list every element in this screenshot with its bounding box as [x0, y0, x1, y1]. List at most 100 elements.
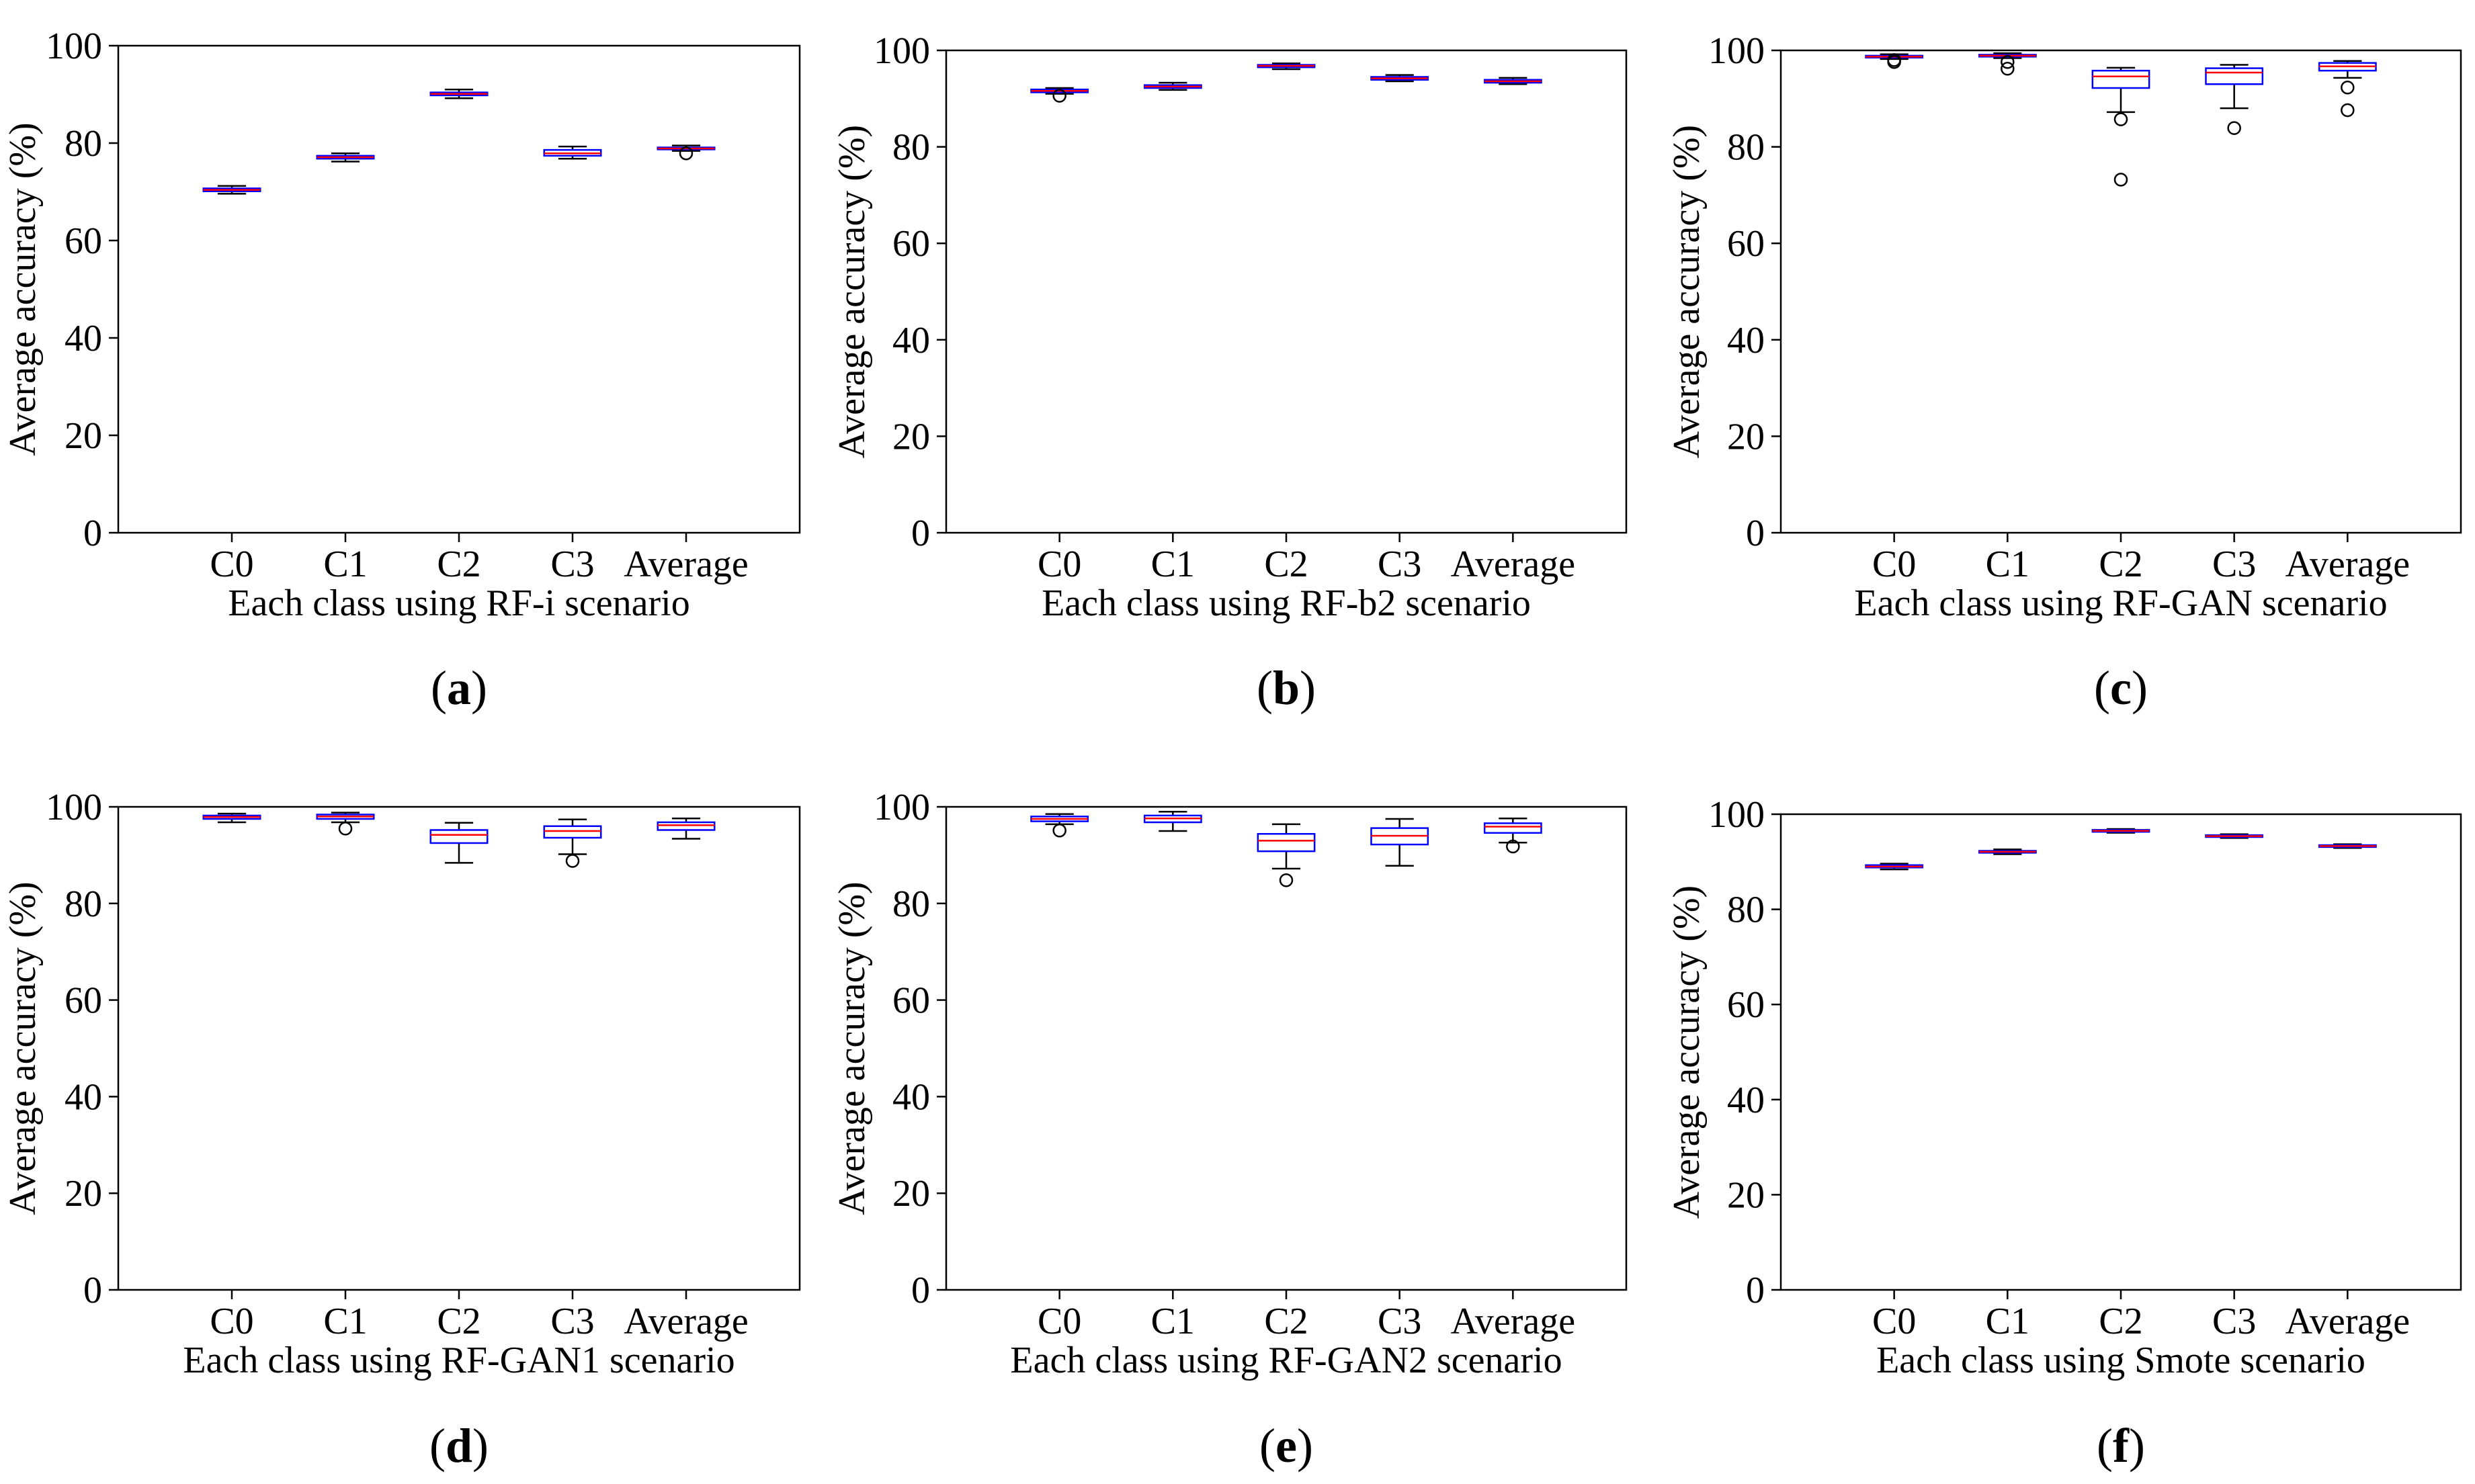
plot-area-frame — [117, 805, 801, 1291]
outlier-point — [2113, 173, 2128, 187]
box-C1 — [316, 152, 375, 163]
y-tick-label: 100 — [1708, 794, 1765, 836]
x-tick-label: C0 — [1038, 543, 1081, 585]
x-tick-label: Average — [2285, 1301, 2410, 1342]
y-tick-label: 0 — [1746, 513, 1765, 554]
box-Average — [1483, 818, 1542, 854]
box-C2 — [1257, 62, 1316, 71]
outlier-point — [338, 822, 353, 836]
y-tick-label: 60 — [1727, 984, 1765, 1026]
box-C3 — [2205, 64, 2264, 135]
x-tick-label: Average — [2285, 543, 2410, 585]
outlier-point — [1506, 839, 1520, 854]
panel-label-open: ( — [429, 1419, 446, 1473]
y-tick-label: 60 — [65, 220, 102, 262]
y-axis-title: Average accuracy (%) — [831, 125, 873, 458]
box-C3 — [2205, 833, 2264, 839]
iqr-box — [657, 821, 716, 831]
panel-label-open: ( — [2097, 1419, 2113, 1473]
box-C0 — [1865, 53, 1924, 69]
x-axis-title: Each class using RF-GAN2 scenario — [1010, 1340, 1562, 1381]
x-tick-label: C0 — [210, 543, 253, 585]
y-tick-label: 60 — [65, 980, 102, 1022]
x-tick-label: C0 — [1872, 543, 1916, 585]
y-tick-label: 100 — [874, 787, 930, 828]
panel-label: (f) — [2097, 1419, 2145, 1473]
panel-label-open: ( — [1257, 661, 1273, 715]
box-C0 — [202, 812, 261, 824]
x-tick-label: C1 — [1986, 543, 2029, 585]
x-tick-label: Average — [1451, 543, 1576, 585]
x-tick-label: C1 — [1986, 1301, 2029, 1342]
y-tick-label: 40 — [65, 318, 102, 359]
y-tick-label: 0 — [911, 513, 930, 554]
y-tick-label: 20 — [1727, 416, 1765, 457]
outlier-point — [565, 854, 580, 868]
box-C1 — [1978, 52, 2037, 76]
plot-area-frame — [117, 44, 801, 534]
y-axis-title: Average accuracy (%) — [2, 881, 44, 1215]
x-tick-label: C2 — [437, 1301, 480, 1342]
plot-area-frame — [945, 49, 1628, 534]
box-C3 — [1370, 74, 1429, 83]
box-C0 — [1030, 87, 1089, 103]
y-axis-title: Average accuracy (%) — [2, 122, 44, 455]
x-tick-label: C0 — [210, 1301, 253, 1342]
panel-label-open: ( — [431, 661, 447, 715]
box-Average — [657, 818, 716, 840]
box-Average — [2318, 60, 2377, 118]
y-tick-label: 20 — [65, 1173, 102, 1215]
panel-label-letter: f — [2113, 1419, 2130, 1473]
x-axis-title: Each class using RF-i scenario — [228, 582, 689, 624]
x-tick-label: C1 — [323, 543, 367, 585]
panel-label-letter: c — [2110, 661, 2132, 715]
y-tick-label: 80 — [892, 127, 930, 169]
y-tick-label: 40 — [892, 1076, 930, 1118]
outlier-point — [679, 146, 694, 161]
x-tick-label: C3 — [2212, 543, 2256, 585]
y-tick-label: 0 — [911, 1270, 930, 1311]
panel-label-close: ) — [2132, 661, 2148, 715]
x-tick-label: C2 — [1264, 543, 1308, 585]
y-tick-label: 100 — [874, 30, 930, 72]
panel-label-open: ( — [2094, 661, 2110, 715]
x-tick-label: C2 — [2099, 543, 2142, 585]
x-tick-label: C0 — [1038, 1301, 1081, 1342]
panel-label-open: ( — [1259, 1419, 1275, 1473]
box-C2 — [2091, 67, 2150, 187]
y-tick-label: 100 — [46, 787, 102, 828]
box-C2 — [2091, 828, 2150, 834]
panel-label: (a) — [431, 661, 487, 715]
panel-label-close: ) — [1297, 1419, 1313, 1473]
x-tick-label: Average — [624, 543, 749, 585]
box-C2 — [429, 822, 489, 864]
plot-area-frame — [945, 805, 1628, 1291]
y-axis-title: Average accuracy (%) — [831, 881, 873, 1215]
panel-label: (b) — [1257, 661, 1316, 715]
box-C3 — [543, 818, 602, 868]
outlier-point — [2113, 112, 2128, 126]
y-tick-label: 20 — [65, 415, 102, 457]
y-tick-label: 40 — [65, 1076, 102, 1118]
x-tick-label: C1 — [323, 1301, 367, 1342]
iqr-box — [2091, 69, 2150, 89]
iqr-box — [429, 829, 489, 844]
x-tick-label: C1 — [1151, 1301, 1195, 1342]
box-C0 — [1865, 863, 1924, 871]
box-C2 — [429, 89, 489, 99]
y-tick-label: 60 — [892, 223, 930, 265]
x-axis-title: Each class using RF-b2 scenario — [1042, 582, 1531, 624]
panel-label: (d) — [429, 1419, 489, 1473]
box-C3 — [543, 145, 602, 160]
y-tick-label: 80 — [892, 883, 930, 925]
y-tick-label: 20 — [892, 1173, 930, 1215]
iqr-box — [543, 825, 602, 839]
y-tick-label: 40 — [892, 320, 930, 361]
box-Average — [2318, 843, 2377, 849]
y-tick-label: 60 — [892, 980, 930, 1022]
box-C0 — [1030, 813, 1089, 838]
